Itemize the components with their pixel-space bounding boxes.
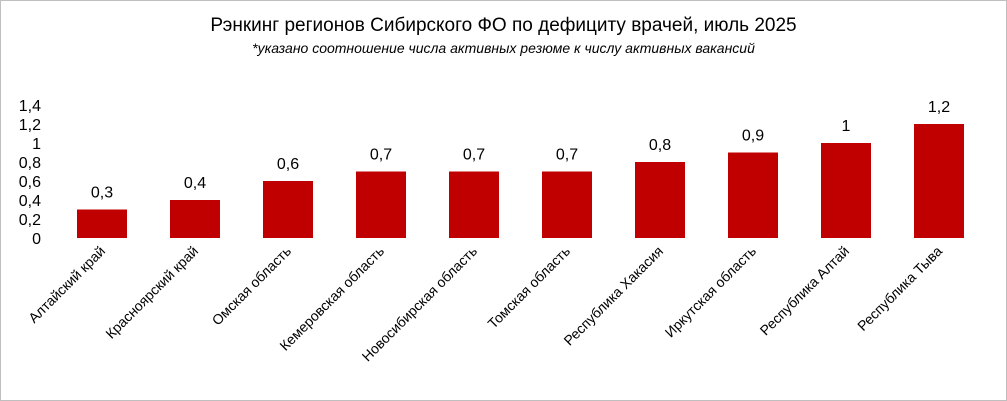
x-tick-label: Кемеровская область [276, 243, 387, 354]
data-label: 0,6 [277, 156, 299, 173]
data-label: 0,9 [742, 128, 764, 145]
y-tick-label: 0,6 [19, 174, 41, 191]
chart-subtitle: *указано соотношение числа активных резю… [252, 40, 755, 56]
data-label: 0,7 [463, 147, 485, 164]
data-label: 0,3 [91, 185, 113, 202]
x-tick-label: Иркутская область [662, 243, 760, 341]
data-label: 0,7 [556, 147, 578, 164]
x-tick-label: Республика Алтай [757, 243, 853, 339]
x-tick-label: Красноярский край [102, 243, 201, 342]
y-tick-label: 0,8 [19, 155, 41, 172]
bar [263, 181, 313, 238]
bar [77, 209, 127, 238]
bar [542, 171, 592, 238]
data-label: 1 [842, 118, 851, 135]
data-labels-group: 0,3 0,4 0,6 0,7 0,7 0,7 0,8 0,9 1 1,2 [91, 99, 950, 202]
chart-title: Рэнкинг регионов Сибирского ФО по дефици… [210, 15, 797, 36]
bars-group [77, 124, 964, 238]
x-tick-label: Республика Тыва [854, 243, 945, 334]
y-tick-label: 0,4 [19, 193, 41, 210]
y-tick-label: 1 [32, 136, 41, 153]
bar [821, 143, 871, 238]
data-label: 0,7 [370, 147, 392, 164]
data-label: 1,2 [928, 99, 950, 116]
y-tick-label: 0,2 [19, 212, 41, 229]
bar [635, 162, 685, 238]
x-tick-label: Республика Хакасия [560, 243, 666, 349]
y-tick-label: 0 [32, 231, 41, 248]
y-tick-label: 1,2 [19, 117, 41, 134]
bar [914, 124, 964, 238]
y-tick-label: 1,4 [19, 98, 41, 115]
y-axis: 0 0,2 0,4 0,6 0,8 1 1,2 1,4 [19, 98, 41, 248]
bar [728, 152, 778, 238]
bar [449, 171, 499, 238]
x-tick-label: Алтайский край [25, 243, 108, 326]
bar [356, 171, 406, 238]
data-label: 0,8 [649, 137, 671, 154]
x-tick-label: Томская область [484, 243, 573, 332]
data-label: 0,4 [184, 175, 206, 192]
x-tick-label: Омская область [209, 243, 295, 329]
bar [170, 200, 220, 238]
